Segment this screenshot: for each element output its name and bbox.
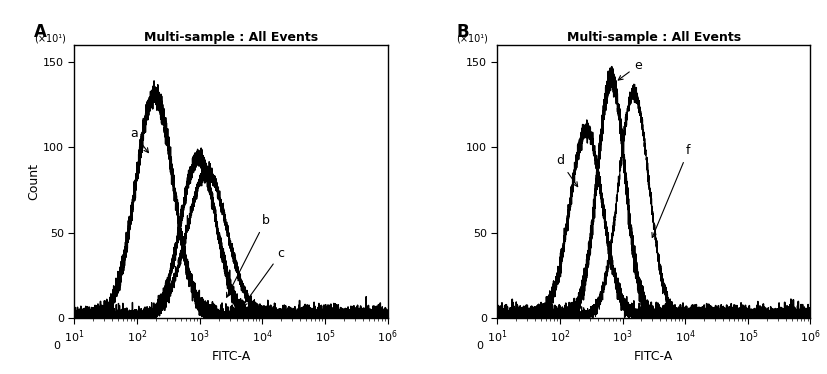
X-axis label: FITC-A: FITC-A xyxy=(212,350,251,364)
Text: B: B xyxy=(457,23,469,41)
Y-axis label: Count: Count xyxy=(27,163,41,200)
Text: f: f xyxy=(652,144,691,237)
Text: c: c xyxy=(243,246,284,306)
Text: a: a xyxy=(130,127,148,153)
Text: (×10¹): (×10¹) xyxy=(34,34,65,44)
Text: 0: 0 xyxy=(476,341,484,351)
Text: e: e xyxy=(619,59,642,80)
Title: Multi-sample : All Events: Multi-sample : All Events xyxy=(144,31,318,44)
Text: d: d xyxy=(556,154,577,187)
Text: A: A xyxy=(34,23,46,41)
Text: b: b xyxy=(227,214,270,297)
Text: 0: 0 xyxy=(54,341,60,351)
Text: (×10¹): (×10¹) xyxy=(457,34,489,44)
Title: Multi-sample : All Events: Multi-sample : All Events xyxy=(566,31,741,44)
X-axis label: FITC-A: FITC-A xyxy=(634,350,673,364)
